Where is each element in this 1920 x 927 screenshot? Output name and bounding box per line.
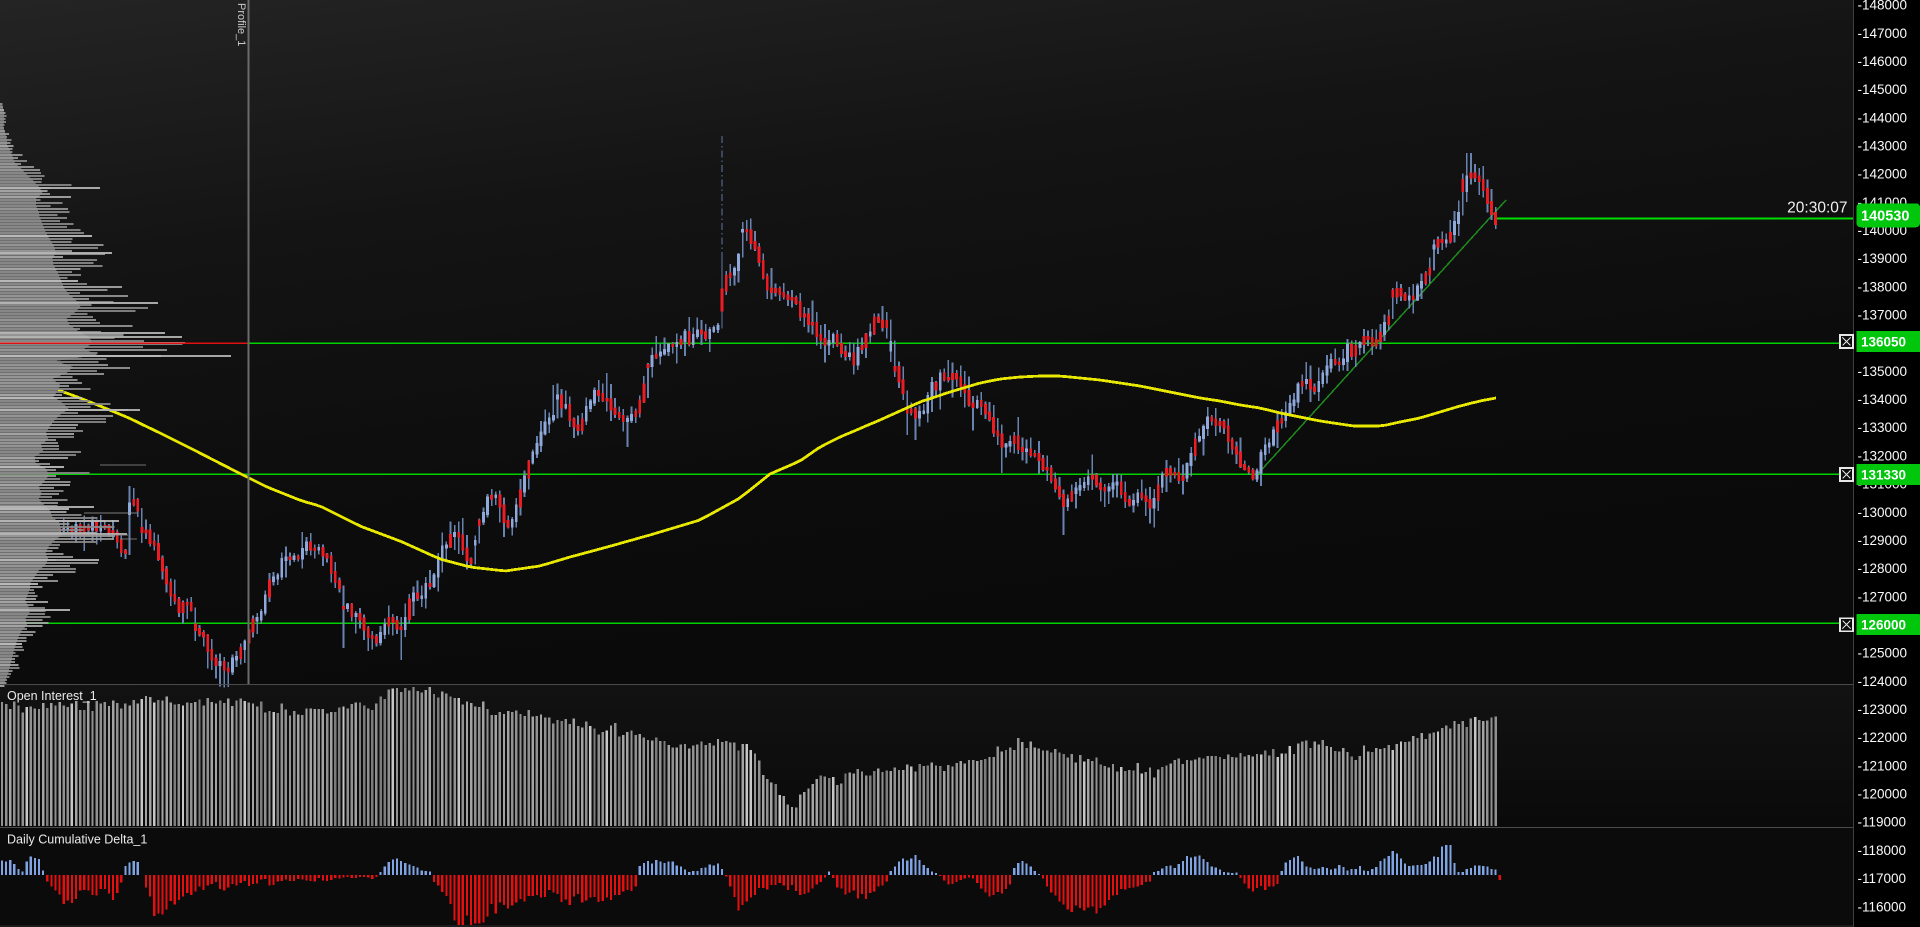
svg-text:-138000: -138000 [1858,279,1908,294]
svg-text:-125000: -125000 [1858,646,1908,661]
svg-text:-134000: -134000 [1858,392,1908,407]
svg-text:-128000: -128000 [1858,561,1908,576]
svg-text:-120000: -120000 [1858,787,1908,802]
svg-text:-116000: -116000 [1858,899,1907,914]
svg-text:-132000: -132000 [1858,448,1908,463]
svg-text:-144000: -144000 [1858,110,1908,125]
svg-text:-117000: -117000 [1858,871,1907,886]
svg-text:Open Interest_1: Open Interest_1 [7,689,97,703]
svg-text:131330: 131330 [1861,467,1906,482]
svg-text:-118000: -118000 [1858,843,1907,858]
svg-text:-119000: -119000 [1858,815,1907,830]
svg-text:-137000: -137000 [1858,308,1908,323]
svg-text:Daily Cumulative Delta_1: Daily Cumulative Delta_1 [7,833,147,847]
svg-text:-130000: -130000 [1858,505,1908,520]
svg-text:136050: 136050 [1861,334,1906,349]
svg-text:126000: 126000 [1861,618,1906,633]
svg-text:-143000: -143000 [1858,139,1908,154]
svg-text:-148000: -148000 [1858,0,1908,13]
svg-text:-127000: -127000 [1858,589,1908,604]
svg-text:-129000: -129000 [1858,533,1908,548]
svg-text:-121000: -121000 [1858,758,1908,773]
svg-text:-135000: -135000 [1858,364,1908,379]
svg-text:-147000: -147000 [1858,26,1908,41]
svg-text:-124000: -124000 [1858,674,1908,689]
svg-text:-146000: -146000 [1858,54,1908,69]
svg-text:-133000: -133000 [1858,420,1908,435]
svg-text:-142000: -142000 [1858,167,1908,182]
svg-text:-122000: -122000 [1858,730,1908,745]
svg-text:Profile_1: Profile_1 [235,3,247,46]
svg-text:-145000: -145000 [1858,82,1908,97]
svg-text:-123000: -123000 [1858,702,1908,717]
svg-text:140530: 140530 [1861,209,1909,225]
svg-text:-139000: -139000 [1858,251,1908,266]
svg-text:20:30:07: 20:30:07 [1787,200,1847,217]
